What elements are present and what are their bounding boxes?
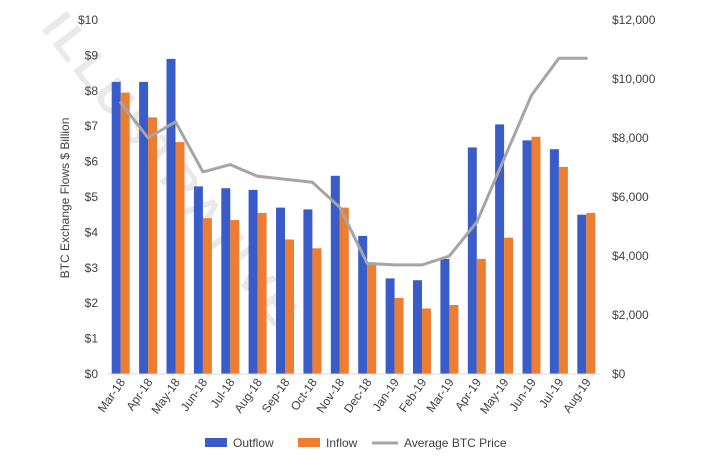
legend-label: Average BTC Price [404, 436, 507, 450]
bar-inflow [449, 305, 459, 374]
bar-outflow [549, 149, 559, 374]
bar-outflow [467, 147, 477, 374]
y-tick-label: $7 [85, 119, 99, 133]
bar-inflow [148, 117, 158, 375]
x-tick-label: May-18 [149, 375, 184, 416]
x-tick-label: Jun-19 [506, 375, 539, 413]
bar-inflow [339, 207, 349, 374]
y2-tick-label: $6,000 [612, 190, 649, 204]
bar-inflow [257, 212, 267, 374]
y-axis-label: BTC Exchange Flows $ Billion [58, 118, 72, 279]
bar-inflow [531, 136, 541, 374]
line-series [119, 56, 588, 267]
y-tick-label: $6 [85, 155, 99, 169]
bar-inflow [230, 220, 240, 374]
bar-outflow [193, 186, 203, 374]
bar-inflow [285, 239, 294, 374]
bar-outflow [248, 189, 258, 374]
line-average-btc-price [119, 56, 588, 267]
y-axis-title: BTC Exchange Flows $ Billion [58, 118, 72, 279]
bar-inflow [422, 308, 431, 374]
bar-outflow [495, 124, 505, 375]
right-axis: $0 $2,000 $4,000 $6,000 $8,000 $10,000 $12,000 [612, 13, 656, 381]
x-tick-label: Sep-18 [259, 375, 293, 415]
legend-swatch-outflow [205, 438, 227, 447]
bar-inflow [586, 212, 596, 374]
y-tick-label: $5 [85, 190, 99, 204]
bar-outflow [577, 214, 587, 374]
y-tick-label: $2 [85, 296, 99, 310]
bar-inflow [202, 218, 212, 374]
bar-outflow [522, 140, 532, 374]
y2-tick-label: $8,000 [612, 131, 649, 145]
bar-inflow [312, 248, 322, 374]
bar-inflow [175, 142, 185, 374]
bar-outflow [166, 58, 176, 375]
y2-tick-label: $0 [612, 367, 626, 381]
y2-tick-label: $10,000 [612, 72, 656, 86]
bar-inflow [476, 258, 486, 374]
bar-outflow [111, 81, 121, 375]
y2-tick-label: $2,000 [612, 308, 649, 322]
bar-inflow [120, 92, 130, 374]
legend: Outflow Inflow Average BTC Price [205, 436, 507, 450]
bar-outflow [385, 278, 395, 374]
y-tick-label: $8 [85, 84, 99, 98]
x-tick-label: Feb-19 [396, 375, 429, 414]
bar-inflow [394, 297, 404, 374]
y-tick-label: $9 [85, 48, 99, 62]
bar-outflow [139, 81, 149, 375]
bar-outflow [276, 207, 285, 374]
bar-outflow [413, 280, 422, 374]
bar-inflow [367, 264, 377, 374]
y-tick-label: $3 [85, 261, 99, 275]
y2-tick-label: $12,000 [612, 13, 656, 27]
bar-inflow [558, 166, 568, 374]
legend-label: Inflow [326, 436, 358, 450]
legend-swatch-inflow [298, 438, 320, 447]
x-tick-label: Mar-19 [424, 375, 457, 414]
bar-inflow [504, 237, 514, 374]
legend-label: Outflow [233, 436, 274, 450]
x-tick-label: May-19 [477, 375, 512, 416]
x-tick-label: Aug-19 [560, 375, 594, 415]
bar-outflow [330, 175, 340, 374]
x-tick-label: Jun-18 [178, 375, 211, 413]
x-axis: Mar-18Apr-18May-18Jun-18Jul-18Aug-18Sep-… [95, 373, 600, 416]
left-axis: $0 $1 $2 $3 $4 $5 $6 $7 $8 $9 $10 [78, 13, 98, 381]
bar-outflow [440, 258, 450, 374]
y-tick-label: $4 [85, 225, 99, 239]
bar-series [111, 58, 596, 375]
y2-tick-label: $4,000 [612, 249, 649, 263]
bar-outflow [358, 235, 368, 374]
y-tick-label: $10 [78, 13, 98, 27]
y-tick-label: $0 [85, 367, 99, 381]
bar-outflow [221, 188, 231, 374]
x-tick-label: Mar-18 [95, 375, 128, 414]
x-tick-label: Dec-18 [341, 375, 375, 415]
bar-outflow [303, 209, 313, 374]
y-tick-label: $1 [85, 332, 99, 346]
